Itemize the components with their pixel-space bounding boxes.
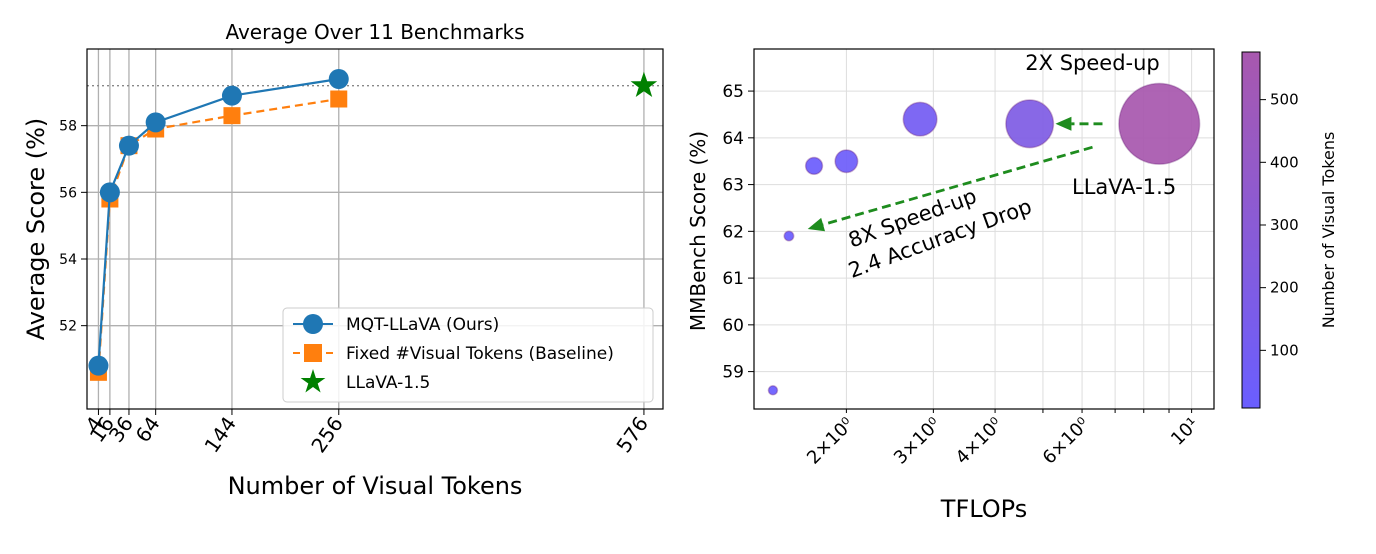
- y-tick-label: 54: [59, 252, 77, 268]
- legend-entry-mqt-llava: MQT-LLaVA (Ours): [293, 314, 499, 335]
- legend-entry-baseline: Fixed #Visual Tokens (Baseline): [293, 344, 614, 364]
- x-tick-label: 4×10⁰: [952, 414, 1007, 469]
- y-tick-label: 62: [722, 222, 744, 242]
- y-tick-label: 64: [722, 129, 744, 149]
- colorbar-tick-label: 200: [1270, 279, 1299, 297]
- scatter-point: [783, 230, 795, 242]
- x-tick-label: 2×10⁰: [803, 414, 858, 469]
- scatter-point: [902, 101, 938, 137]
- legend: MQT-LLaVA (Ours) Fixed #Visual Tokens (B…: [282, 307, 654, 403]
- legend-circle-marker: [303, 314, 323, 334]
- left-x-axis-label: Number of Visual Tokens: [228, 472, 523, 500]
- right-plot-frame: [753, 48, 1215, 410]
- annotation-llava: LLaVA-1.5: [1072, 175, 1176, 199]
- scatter-point: [834, 149, 859, 174]
- x-tick-label: 144: [199, 412, 241, 457]
- colorbar-ticks: 100 200 300 400 500: [1260, 91, 1299, 359]
- annotation-speedup-2x: 2X Speed-up: [1025, 51, 1159, 75]
- data-point: [118, 135, 139, 156]
- legend-label: MQT-LLaVA (Ours): [346, 315, 499, 335]
- x-tick-label: 10¹: [1167, 414, 1203, 450]
- colorbar-label: Number of Visual Tokens: [1319, 132, 1338, 329]
- legend-label: LLaVA-1.5: [346, 373, 430, 393]
- arrow-head: [807, 217, 826, 232]
- data-point: [88, 355, 109, 376]
- left-plot-frame: [86, 48, 664, 410]
- right-arrows: [807, 116, 1103, 232]
- right-x-axis-label: TFLOPs: [940, 495, 1027, 523]
- colorbar-tick-label: 100: [1270, 341, 1299, 359]
- legend-star-marker: [300, 369, 326, 393]
- data-point: [328, 69, 349, 89]
- y-tick-label: 56: [59, 185, 77, 201]
- legend-entry-llava: LLaVA-1.5: [300, 369, 430, 393]
- x-tick-label: 6×10⁰: [1039, 414, 1094, 469]
- scatter-point: [804, 156, 824, 176]
- right-scatter-points: [767, 82, 1201, 396]
- scatter-point: [1118, 82, 1201, 165]
- legend-box: [282, 307, 654, 403]
- data-point: [99, 182, 120, 203]
- legend-square-marker: [304, 344, 322, 362]
- colorbar: 100 200 300 400 500 Number of Visual Tokens: [1241, 51, 1338, 409]
- data-point: [223, 107, 241, 125]
- y-tick-label: 61: [722, 269, 744, 289]
- data-point: [330, 90, 348, 108]
- colorbar-tick-label: 500: [1270, 91, 1299, 109]
- left-chart-title: Average Over 11 Benchmarks: [225, 20, 524, 44]
- x-tick-label: 64: [130, 412, 164, 447]
- colorbar-tick-label: 300: [1270, 216, 1299, 234]
- left-series: [88, 69, 658, 381]
- left-y-axis-label: Average Score (%): [22, 118, 50, 341]
- scatter-point: [767, 385, 779, 396]
- arrow-shaft: [822, 145, 1093, 226]
- scatter-point: [1005, 99, 1055, 149]
- y-tick-label: 59: [722, 363, 744, 383]
- right-y-axis-label: MMBench Score (%): [686, 131, 710, 331]
- y-tick-label: 52: [59, 319, 77, 335]
- x-tick-label: 3×10⁰: [890, 414, 945, 469]
- colorbar-tick-label: 400: [1270, 153, 1299, 171]
- x-tick-label: 576: [611, 412, 653, 457]
- data-point: [630, 71, 658, 97]
- y-tick-label: 63: [722, 176, 744, 196]
- y-tick-label: 60: [722, 316, 744, 336]
- colorbar-gradient: [1241, 51, 1261, 409]
- y-tick-label: 65: [722, 82, 744, 102]
- data-point: [221, 85, 242, 106]
- legend-label: Fixed #Visual Tokens (Baseline): [346, 344, 614, 364]
- series-line: [97, 77, 339, 366]
- x-tick-label: 256: [306, 412, 348, 457]
- data-point: [145, 112, 166, 133]
- arrow-head: [1055, 116, 1072, 131]
- left-gridlines: [87, 49, 663, 409]
- y-tick-label: 58: [59, 119, 77, 135]
